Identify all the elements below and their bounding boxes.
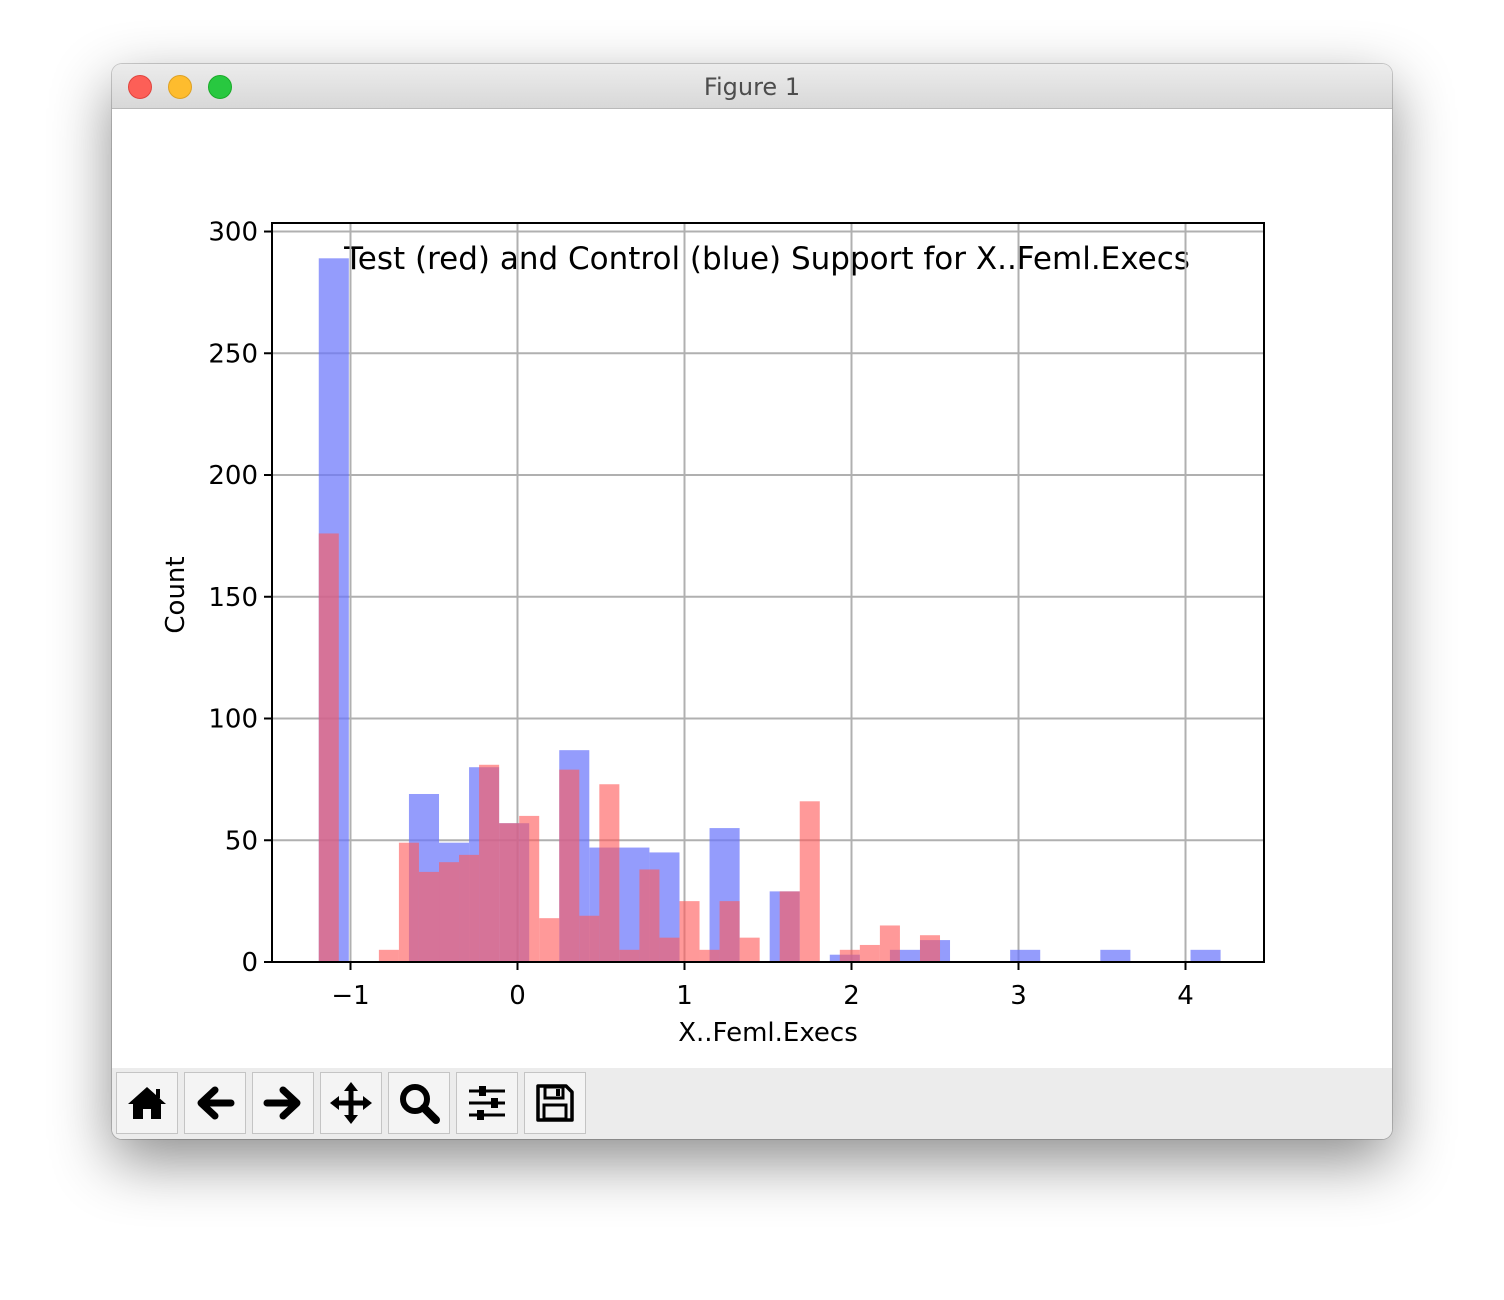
title-bar[interactable]: Figure 1 (112, 64, 1392, 109)
control-histogram-bar (1010, 949, 1041, 962)
x-axis-label: X..Feml.Execs (678, 1018, 858, 1048)
magnifier-icon (400, 1084, 440, 1124)
y-tick-label: 150 (208, 583, 258, 613)
pan-button[interactable] (320, 1072, 382, 1134)
test-histogram-bar (479, 764, 500, 962)
home-icon (128, 1087, 166, 1119)
y-tick-label: 100 (208, 705, 258, 735)
sliders-icon (469, 1086, 505, 1120)
test-histogram-bar (418, 871, 440, 962)
test-histogram-bar (739, 937, 760, 962)
y-tick-label: 200 (208, 461, 258, 491)
x-tick-label: 2 (843, 981, 860, 1011)
zoom-window-button[interactable] (208, 75, 232, 99)
forward-button[interactable] (252, 1072, 314, 1134)
y-tick-label: 300 (208, 218, 258, 248)
back-button[interactable] (184, 1072, 246, 1134)
x-tick-label: 0 (509, 981, 526, 1011)
y-tick-label: 50 (225, 826, 258, 856)
window-title: Figure 1 (703, 73, 801, 101)
arrow-left-icon (197, 1086, 235, 1120)
minimize-window-button[interactable] (168, 75, 192, 99)
control-histogram-bar (1100, 949, 1131, 962)
test-histogram-bar (539, 918, 560, 962)
test-histogram-bar (559, 769, 580, 962)
test-histogram-bar (719, 901, 740, 962)
test-histogram-bar (398, 842, 419, 962)
test-histogram-bar (579, 915, 600, 962)
x-tick-label: −1 (331, 981, 369, 1011)
y-axis-label: Count (161, 556, 191, 633)
arrow-right-icon (263, 1086, 301, 1120)
test-histogram-bar (799, 801, 820, 962)
save-button[interactable] (524, 1072, 586, 1134)
close-window-button[interactable] (128, 75, 152, 99)
test-histogram-bar (519, 815, 540, 962)
test-histogram-bar (378, 949, 399, 962)
x-tick-label: 4 (1177, 981, 1194, 1011)
y-tick-label: 250 (208, 339, 258, 369)
figure-canvas[interactable]: Test (red) and Control (blue) Support fo… (112, 109, 1392, 1067)
test-histogram-bar (699, 949, 720, 962)
histogram-chart: Test (red) and Control (blue) Support fo… (161, 218, 1265, 1048)
test-histogram-bar (318, 533, 339, 962)
move-icon (330, 1082, 372, 1124)
test-histogram-bar (679, 901, 700, 962)
test-histogram-bar (879, 925, 900, 962)
test-histogram-bar (459, 854, 480, 962)
test-histogram-bar (919, 935, 941, 962)
chart-title: Test (red) and Control (blue) Support fo… (343, 241, 1190, 277)
configure-subplots-button[interactable] (456, 1072, 518, 1134)
test-histogram-bar (619, 949, 640, 962)
test-histogram-bar (779, 891, 800, 962)
test-histogram-bar (839, 949, 860, 962)
test-histogram-bar (639, 869, 660, 962)
navigation-toolbar (112, 1068, 1392, 1139)
y-tick-label: 0 (241, 948, 258, 978)
test-histogram-bar (499, 823, 520, 962)
x-tick-label: 3 (1010, 981, 1027, 1011)
test-histogram-bar (659, 937, 680, 962)
test-histogram-bar (859, 944, 880, 962)
figure-window: Figure 1 Test (red) and Control (blue) S… (112, 64, 1392, 1139)
test-histogram-bar (599, 784, 620, 962)
floppy-disk-icon (536, 1084, 574, 1122)
zoom-button[interactable] (388, 1072, 450, 1134)
test-histogram-bar (439, 862, 460, 962)
x-tick-label: 1 (676, 981, 693, 1011)
plot-frame (271, 222, 1265, 963)
control-histogram-bar (1190, 949, 1221, 962)
home-button[interactable] (116, 1072, 178, 1134)
